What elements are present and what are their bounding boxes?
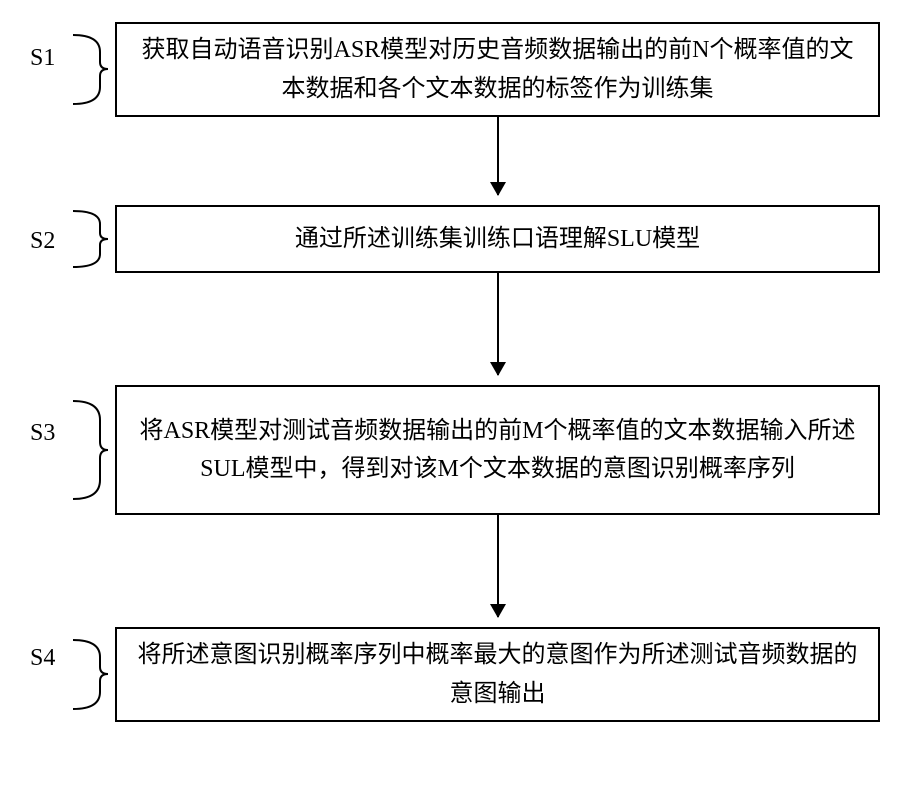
step-label-s3: S3 xyxy=(30,420,55,447)
step-label-s1: S1 xyxy=(30,45,55,72)
step-label-s2: S2 xyxy=(30,228,55,255)
step-box-s3: 将ASR模型对测试音频数据输出的前M个概率值的文本数据输入所述SUL模型中，得到… xyxy=(115,385,880,515)
step-text-s4: 将所述意图识别概率序列中概率最大的意图作为所述测试音频数据的意图输出 xyxy=(137,636,858,713)
brace-s4 xyxy=(68,637,110,712)
brace-s2 xyxy=(68,208,110,270)
step-box-s2: 通过所述训练集训练口语理解SLU模型 xyxy=(115,205,880,273)
flowchart-container: S1 获取自动语音识别ASR模型对历史音频数据输出的前N个概率值的文本数据和各个… xyxy=(0,0,922,807)
arrow-s3-s4 xyxy=(497,515,499,617)
step-label-s4: S4 xyxy=(30,645,55,672)
brace-s3 xyxy=(68,398,110,502)
brace-s1 xyxy=(68,32,110,107)
step-box-s1: 获取自动语音识别ASR模型对历史音频数据输出的前N个概率值的文本数据和各个文本数… xyxy=(115,22,880,117)
step-text-s3: 将ASR模型对测试音频数据输出的前M个概率值的文本数据输入所述SUL模型中，得到… xyxy=(137,412,858,489)
arrow-s1-s2 xyxy=(497,117,499,195)
step-text-s2: 通过所述训练集训练口语理解SLU模型 xyxy=(295,220,700,258)
arrow-s2-s3 xyxy=(497,273,499,375)
step-box-s4: 将所述意图识别概率序列中概率最大的意图作为所述测试音频数据的意图输出 xyxy=(115,627,880,722)
step-text-s1: 获取自动语音识别ASR模型对历史音频数据输出的前N个概率值的文本数据和各个文本数… xyxy=(137,31,858,108)
